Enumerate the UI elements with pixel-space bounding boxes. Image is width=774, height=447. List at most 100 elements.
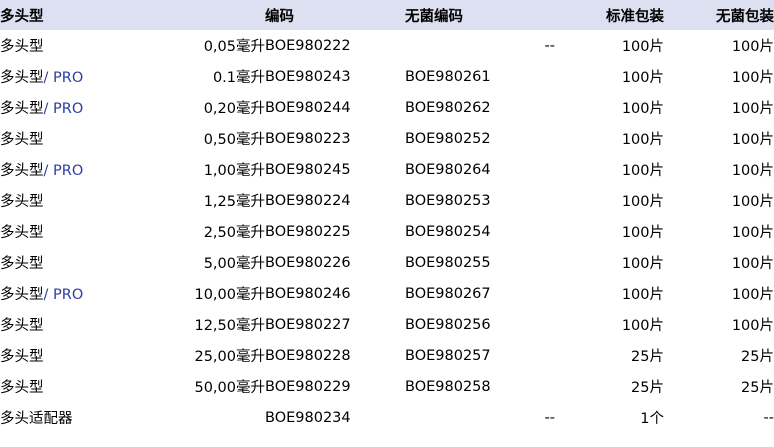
cell-code: BOE980225 [265,223,351,240]
cell-type: 多头型 [0,256,44,272]
cell-sterile-pack: 100片 [731,70,774,86]
cell-volume: 0.1毫升 [212,70,265,86]
table-header: 多头型 编码 无菌编码 标准包装 无菌包装 [0,0,774,30]
cell-sterile-code: BOE980254 [405,223,491,240]
cell-sterile-code: BOE980261 [405,68,491,85]
cell-type: 多头适配器 [0,411,73,427]
cell-sterile-code: BOE980256 [405,316,491,333]
cell-standard-pack: 100片 [621,163,664,179]
table-row: 多头型 0,05毫升 BOE980222 -- 100片 100片 [0,30,774,61]
cell-type: 多头型/ PRO [0,287,84,303]
cell-volume: 12,50毫升 [194,318,265,334]
cell-sterile-pack: 100片 [731,256,774,272]
cell-code: BOE980223 [265,130,351,147]
cell-type: 多头型 [0,380,44,396]
cell-sterile-pack: -- [763,409,774,426]
cell-standard-pack: 100片 [621,256,664,272]
cell-standard-pack: 100片 [621,101,664,117]
cell-volume: 1,25毫升 [203,194,265,210]
cell-standard-pack: 25片 [631,349,664,365]
cell-sterile-pack: 100片 [731,318,774,334]
cell-type: 多头型 [0,39,44,55]
cell-standard-pack: 100片 [621,287,664,303]
cell-sterile-code: BOE980255 [405,254,491,271]
cell-sterile-pack: 25片 [741,349,774,365]
cell-standard-pack: 100片 [621,132,664,148]
cell-type: 多头型/ PRO [0,101,84,117]
cell-standard-pack: 100片 [621,194,664,210]
cell-type: 多头型/ PRO [0,163,84,179]
cell-sterile-code: BOE980264 [405,161,491,178]
table-row: 多头型 12,50毫升 BOE980227 BOE980256 100片 100片 [0,309,774,340]
cell-standard-pack: 1个 [640,411,664,427]
cell-sterile-code: -- [544,409,555,426]
cell-code: BOE980244 [265,99,351,116]
cell-code: BOE980243 [265,68,351,85]
table-row: 多头型 1,25毫升 BOE980224 BOE980253 100片 100片 [0,185,774,216]
cell-code: BOE980245 [265,161,351,178]
cell-sterile-code: BOE980253 [405,192,491,209]
cell-volume: 50,00毫升 [194,380,265,396]
cell-type: 多头型 [0,194,44,210]
table-header-row: 多头型 编码 无菌编码 标准包装 无菌包装 [0,0,774,30]
table-row: 多头型/ PRO 0,20毫升 BOE980244 BOE980262 100片 100片 [0,92,774,123]
cell-sterile-code: BOE980262 [405,99,491,116]
cell-volume: 10,00毫升 [194,287,265,303]
product-specification-table: 多头型 编码 无菌编码 标准包装 无菌包装 多头型 0,05毫升 BOE980222… [0,0,774,433]
cell-code: BOE980228 [265,347,351,364]
cell-type: 多头型 [0,318,44,334]
cell-standard-pack: 100片 [621,39,664,55]
cell-standard-pack: 100片 [621,225,664,241]
cell-volume: 0,05毫升 [203,39,265,55]
cell-sterile-pack: 100片 [731,132,774,148]
cell-sterile-pack: 100片 [731,287,774,303]
cell-volume [150,402,265,433]
cell-code: BOE980234 [265,409,351,426]
cell-volume: 0,50毫升 [203,132,265,148]
cell-sterile-pack: 100片 [731,163,774,179]
cell-sterile-code: -- [544,37,555,54]
table-row: 多头型/ PRO 10,00毫升 BOE980246 BOE980267 100片 100… [0,278,774,309]
table-row: 多头型/ PRO 0.1毫升 BOE980243 BOE980261 100片 100片 [0,61,774,92]
cell-code: BOE980227 [265,316,351,333]
cell-sterile-pack: 25片 [741,380,774,396]
cell-sterile-pack: 100片 [731,101,774,117]
column-header-code: 编码 [265,0,405,30]
cell-type: 多头型 [0,349,44,365]
column-header-standard-pack: 标准包装 [555,0,664,30]
cell-sterile-code: BOE980257 [405,347,491,364]
cell-volume: 2,50毫升 [203,225,265,241]
table-row: 多头适配器 BOE980234 -- 1个 -- [0,402,774,433]
table-row: 多头型 5,00毫升 BOE980226 BOE980255 100片 100片 [0,247,774,278]
cell-volume: 1,00毫升 [203,163,265,179]
cell-volume: 0,20毫升 [203,101,265,117]
cell-code: BOE980246 [265,285,351,302]
table-row: 多头型 50,00毫升 BOE980229 BOE980258 25片 25片 [0,371,774,402]
table-row: 多头型 0,50毫升 BOE980223 BOE980252 100片 100片 [0,123,774,154]
cell-code: BOE980229 [265,378,351,395]
cell-volume: 5,00毫升 [203,256,265,272]
table-row: 多头型/ PRO 1,00毫升 BOE980245 BOE980264 100片 100片 [0,154,774,185]
cell-sterile-pack: 100片 [731,225,774,241]
table-row: 多头型 2,50毫升 BOE980225 BOE980254 100片 100片 [0,216,774,247]
cell-code: BOE980222 [265,37,351,54]
table-body: 多头型 0,05毫升 BOE980222 -- 100片 100片 多头型/ PRO 0.1毫… [0,30,774,433]
cell-type: 多头型 [0,132,44,148]
cell-type: 多头型 [0,225,44,241]
cell-volume: 25,00毫升 [194,349,265,365]
cell-standard-pack: 100片 [621,70,664,86]
cell-standard-pack: 100片 [621,318,664,334]
table-row: 多头型 25,00毫升 BOE980228 BOE980257 25片 25片 [0,340,774,371]
cell-type: 多头型/ PRO [0,70,84,86]
cell-sterile-pack: 100片 [731,194,774,210]
cell-code: BOE980226 [265,254,351,271]
cell-sterile-pack: 100片 [731,39,774,55]
column-header-sterile-pack: 无菌包装 [664,0,774,30]
cell-sterile-code: BOE980252 [405,130,491,147]
cell-sterile-code: BOE980267 [405,285,491,302]
column-header-sterile-code: 无菌编码 [405,0,555,30]
cell-standard-pack: 25片 [631,380,664,396]
column-header-type: 多头型 [0,0,265,30]
cell-sterile-code: BOE980258 [405,378,491,395]
cell-code: BOE980224 [265,192,351,209]
